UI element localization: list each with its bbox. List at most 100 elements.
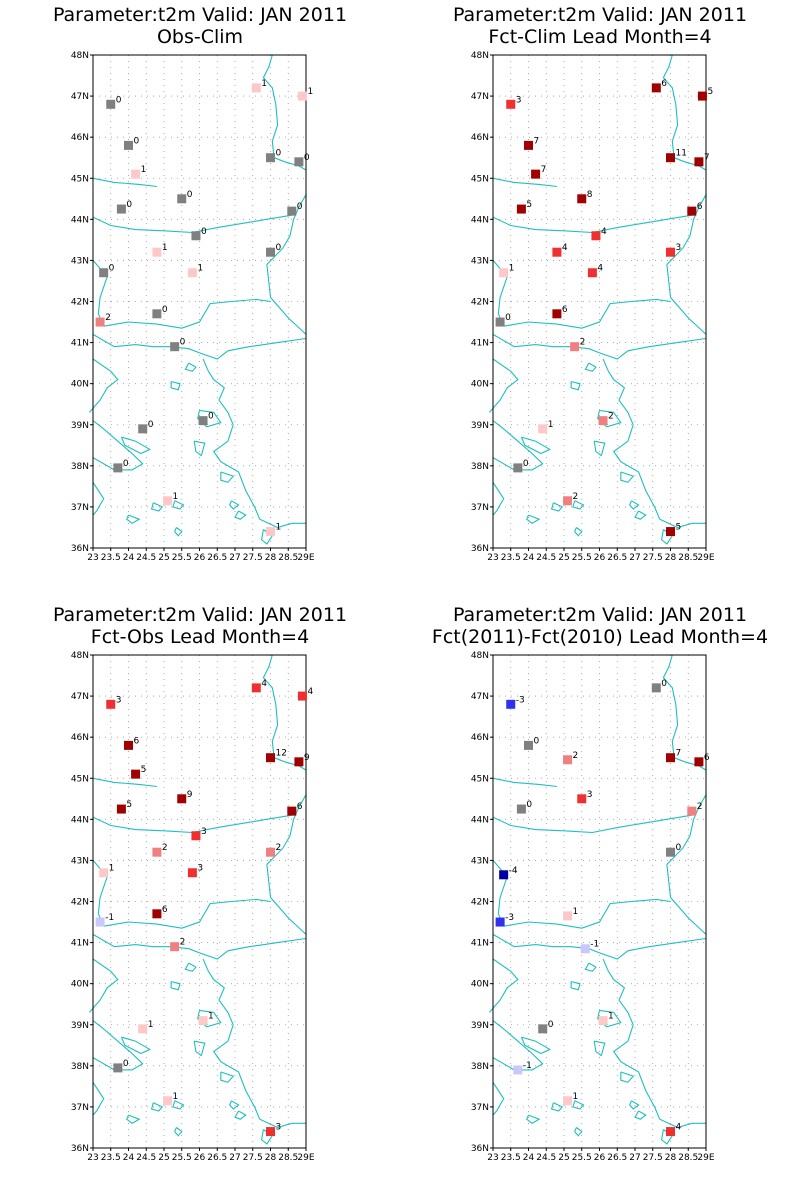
station-marker[interactable] bbox=[587, 268, 597, 278]
station-marker[interactable] bbox=[266, 247, 275, 257]
station-marker[interactable] bbox=[580, 944, 590, 954]
station-marker[interactable] bbox=[651, 83, 661, 93]
station-marker[interactable] bbox=[198, 1016, 208, 1026]
station-marker[interactable] bbox=[506, 99, 516, 109]
station-marker[interactable] bbox=[163, 496, 173, 506]
station-marker[interactable] bbox=[177, 194, 187, 204]
station-marker[interactable] bbox=[191, 831, 201, 841]
station-marker[interactable] bbox=[198, 416, 208, 426]
station-marker[interactable] bbox=[138, 1024, 148, 1034]
station-marker[interactable] bbox=[152, 247, 162, 257]
station-marker[interactable] bbox=[152, 909, 162, 919]
coastline bbox=[629, 1100, 640, 1110]
station-marker[interactable] bbox=[170, 342, 180, 352]
station-marker[interactable] bbox=[651, 683, 661, 693]
station-marker[interactable] bbox=[106, 99, 116, 109]
station-marker[interactable] bbox=[266, 1127, 275, 1137]
coastline bbox=[120, 436, 151, 455]
station-marker[interactable] bbox=[152, 309, 162, 319]
station-marker[interactable] bbox=[266, 753, 275, 763]
station-marker[interactable] bbox=[577, 794, 587, 804]
station-marker[interactable] bbox=[687, 806, 697, 816]
station-marker[interactable] bbox=[538, 1024, 548, 1034]
station-marker[interactable] bbox=[499, 870, 509, 880]
station-marker[interactable] bbox=[687, 206, 697, 216]
station-marker[interactable] bbox=[552, 247, 562, 257]
station-marker[interactable] bbox=[506, 699, 516, 709]
coastline bbox=[262, 654, 307, 771]
station-marker[interactable] bbox=[563, 911, 573, 921]
station-marker[interactable] bbox=[124, 140, 133, 150]
station-marker[interactable] bbox=[187, 868, 197, 878]
station-marker[interactable] bbox=[106, 699, 116, 709]
station-marker[interactable] bbox=[297, 91, 307, 101]
station-value-label: 11 bbox=[676, 149, 687, 159]
station-marker[interactable] bbox=[524, 140, 533, 150]
station-marker[interactable] bbox=[495, 917, 505, 927]
station-marker[interactable] bbox=[513, 463, 523, 473]
station-marker[interactable] bbox=[516, 804, 526, 814]
station-marker[interactable] bbox=[177, 794, 187, 804]
station-marker[interactable] bbox=[516, 204, 526, 214]
station-marker[interactable] bbox=[294, 757, 304, 767]
map-panel-4: Parameter:t2m Valid: JAN 2011Fct(2011)-F… bbox=[432, 604, 768, 1163]
station-marker[interactable] bbox=[538, 424, 548, 434]
station-marker[interactable] bbox=[266, 153, 275, 163]
station-value-label: 1 bbox=[276, 523, 282, 533]
station-marker[interactable] bbox=[99, 868, 109, 878]
station-marker[interactable] bbox=[598, 1016, 608, 1026]
station-marker[interactable] bbox=[95, 317, 105, 327]
station-marker[interactable] bbox=[187, 268, 197, 278]
station-marker[interactable] bbox=[152, 847, 162, 857]
lon-tick-label: 23 bbox=[87, 553, 98, 563]
station-marker[interactable] bbox=[116, 204, 126, 214]
station-marker[interactable] bbox=[666, 527, 675, 537]
station-marker[interactable] bbox=[170, 942, 180, 952]
station-marker[interactable] bbox=[266, 527, 275, 537]
lat-tick-label: 36N bbox=[71, 1144, 89, 1154]
station-marker[interactable] bbox=[113, 1063, 123, 1073]
station-marker[interactable] bbox=[251, 683, 261, 693]
station-marker[interactable] bbox=[563, 755, 573, 765]
station-marker[interactable] bbox=[287, 206, 297, 216]
station-marker[interactable] bbox=[95, 917, 105, 927]
station-value-label: 2 bbox=[697, 802, 703, 812]
station-marker[interactable] bbox=[694, 757, 704, 767]
station-marker[interactable] bbox=[666, 1127, 675, 1137]
station-marker[interactable] bbox=[552, 309, 562, 319]
station-marker[interactable] bbox=[577, 194, 587, 204]
station-marker[interactable] bbox=[495, 317, 505, 327]
station-marker[interactable] bbox=[124, 740, 133, 750]
station-marker[interactable] bbox=[297, 691, 307, 701]
station-marker[interactable] bbox=[163, 1096, 173, 1106]
coastline bbox=[197, 1009, 222, 1028]
station-marker[interactable] bbox=[499, 268, 509, 278]
station-marker[interactable] bbox=[666, 247, 675, 257]
station-marker[interactable] bbox=[191, 231, 201, 241]
station-marker[interactable] bbox=[563, 1096, 573, 1106]
station-marker[interactable] bbox=[524, 740, 533, 750]
lon-tick-label: 24 bbox=[523, 553, 535, 563]
station-marker[interactable] bbox=[666, 153, 675, 163]
station-marker[interactable] bbox=[131, 169, 141, 179]
station-marker[interactable] bbox=[598, 416, 608, 426]
station-marker[interactable] bbox=[666, 847, 675, 857]
station-marker[interactable] bbox=[287, 806, 297, 816]
station-marker[interactable] bbox=[591, 231, 601, 241]
station-marker[interactable] bbox=[570, 342, 580, 352]
station-marker[interactable] bbox=[563, 496, 573, 506]
station-marker[interactable] bbox=[113, 463, 123, 473]
lon-tick-label: 25 bbox=[558, 553, 569, 563]
station-marker[interactable] bbox=[138, 424, 148, 434]
station-marker[interactable] bbox=[131, 769, 141, 779]
station-marker[interactable] bbox=[99, 268, 109, 278]
station-marker[interactable] bbox=[531, 169, 541, 179]
station-marker[interactable] bbox=[251, 83, 261, 93]
station-marker[interactable] bbox=[697, 91, 707, 101]
station-marker[interactable] bbox=[513, 1065, 523, 1075]
station-marker[interactable] bbox=[266, 847, 275, 857]
station-marker[interactable] bbox=[116, 804, 126, 814]
station-marker[interactable] bbox=[694, 157, 704, 167]
station-marker[interactable] bbox=[294, 157, 304, 167]
station-marker[interactable] bbox=[666, 753, 675, 763]
